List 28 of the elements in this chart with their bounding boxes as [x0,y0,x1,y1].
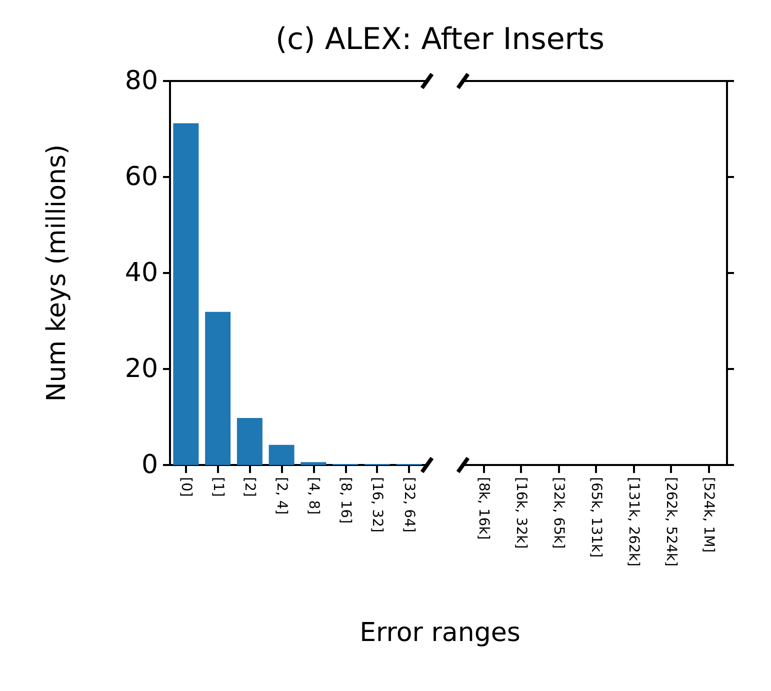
bar [205,312,231,465]
x-tick-label: [524k, 1M] [700,477,716,553]
x-tick-label: [16k, 32k] [513,477,530,549]
y-tick-label: 60 [124,162,158,192]
x-tick-label: [262k, 524k] [662,477,679,566]
x-axis-title: Error ranges [358,618,522,648]
y-axis-title: Num keys (millions) [42,144,72,402]
bar [300,462,326,465]
x-tick-label: [32, 64] [401,477,418,532]
bar [173,123,199,465]
x-tick-label: [0] [178,477,194,497]
x-tick-label: [2] [242,477,258,497]
y-tick-label: 40 [124,258,158,288]
y-tick-label: 0 [141,450,158,480]
bar [268,444,294,465]
y-tick-label: 20 [124,354,158,384]
bar [236,418,262,465]
y-tick-label: 80 [124,66,158,96]
x-tick-label: [2, 4] [274,477,290,515]
x-tick-label: [65k, 131k] [588,477,604,558]
x-tick-label: [8k, 16k] [476,477,492,540]
x-tick-label: [131k, 262k] [625,477,642,566]
x-tick-label: [32k, 65k] [550,477,567,549]
x-tick-label: [8, 16] [337,477,354,524]
x-tick-label: [4, 8] [305,477,322,515]
x-tick-label: [16, 32] [369,477,386,532]
x-tick-label: [1] [210,477,226,497]
chart-title: (c) ALEX: After Inserts [274,22,606,57]
